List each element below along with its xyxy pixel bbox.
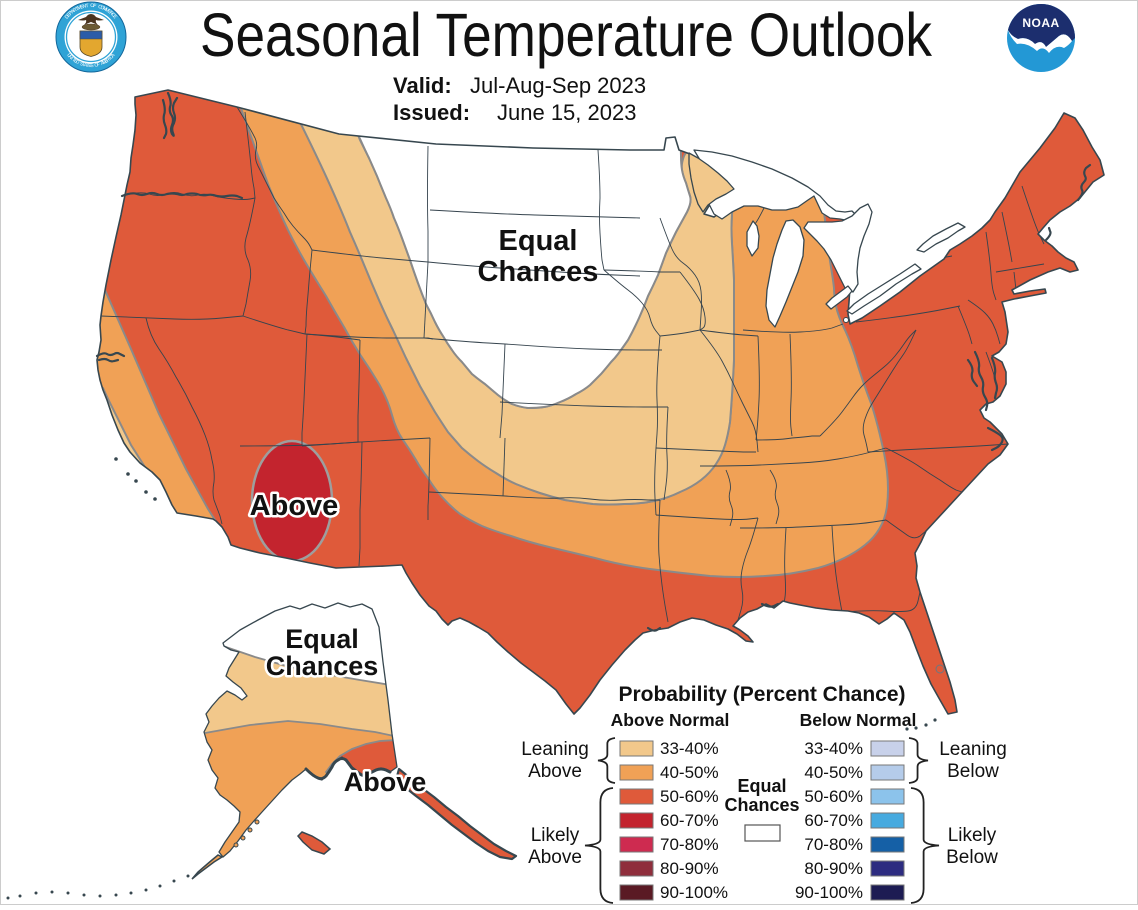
svg-text:33-40%: 33-40% — [804, 739, 863, 758]
svg-text:Chances: Chances — [724, 795, 799, 815]
svg-text:Jul-Aug-Sep 2023: Jul-Aug-Sep 2023 — [470, 73, 646, 98]
svg-text:E: E — [111, 14, 118, 21]
svg-text:Above: Above — [344, 767, 427, 797]
svg-text:F: F — [93, 3, 97, 9]
svg-text:S: S — [90, 63, 94, 69]
svg-text:I: I — [108, 56, 113, 61]
svg-text:60-70%: 60-70% — [804, 811, 863, 830]
svg-text:Chances: Chances — [266, 651, 379, 681]
svg-text:M: M — [101, 6, 107, 13]
svg-text:70-80%: 70-80% — [804, 835, 863, 854]
svg-text:Leaning: Leaning — [939, 739, 1007, 760]
svg-text:Seasonal Temperature Outlook: Seasonal Temperature Outlook — [200, 1, 932, 69]
svg-text:C: C — [108, 54, 115, 61]
svg-text:NOAA: NOAA — [1022, 16, 1059, 30]
svg-text:O: O — [94, 62, 99, 69]
svg-text:T: T — [85, 3, 89, 9]
svg-text:D: D — [74, 59, 80, 66]
svg-text:E: E — [106, 8, 113, 15]
svg-text:C: C — [97, 4, 103, 11]
svg-text:T: T — [71, 57, 77, 64]
svg-text:40-50%: 40-50% — [660, 763, 719, 782]
svg-text:U: U — [65, 52, 72, 59]
svg-text:T: T — [75, 6, 80, 13]
svg-text:O: O — [99, 5, 105, 12]
svg-text:Chances: Chances — [478, 256, 599, 288]
svg-text:50-60%: 50-60% — [660, 787, 719, 806]
svg-text:E: E — [104, 58, 111, 65]
svg-text:80-90%: 80-90% — [660, 859, 719, 878]
svg-text:Equal: Equal — [499, 225, 578, 257]
svg-text:O: O — [90, 3, 94, 9]
svg-text:R: R — [105, 56, 112, 63]
svg-text:N: N — [67, 54, 74, 61]
svg-text:Valid:: Valid: — [393, 73, 452, 98]
svg-text:P: P — [68, 10, 75, 17]
svg-text:90-100%: 90-100% — [795, 883, 863, 902]
svg-text:Above: Above — [250, 490, 339, 522]
svg-text:70-80%: 70-80% — [660, 835, 719, 854]
svg-text:Above: Above — [528, 847, 582, 868]
svg-text:Below: Below — [947, 761, 999, 782]
svg-text:Leaning: Leaning — [521, 739, 589, 760]
svg-text:E: E — [88, 63, 92, 69]
svg-text:Below Normal: Below Normal — [800, 710, 917, 730]
svg-text:E: E — [66, 11, 73, 18]
svg-text:A: A — [70, 8, 77, 15]
svg-text:D: D — [64, 13, 71, 20]
svg-text:Equal: Equal — [737, 776, 786, 796]
svg-text:R: R — [108, 10, 115, 17]
svg-text:E: E — [80, 4, 86, 11]
svg-text:Issued:: Issued: — [393, 100, 470, 125]
svg-text:33-40%: 33-40% — [660, 739, 719, 758]
svg-text:A: A — [83, 62, 88, 69]
svg-text:40-50%: 40-50% — [804, 763, 863, 782]
svg-text:Likely: Likely — [531, 825, 580, 846]
svg-text:June 15, 2023: June 15, 2023 — [497, 100, 636, 125]
svg-text:Probability (Percent Chance): Probability (Percent Chance) — [618, 683, 905, 706]
svg-text:60-70%: 60-70% — [660, 811, 719, 830]
svg-text:S: S — [79, 61, 85, 68]
svg-text:Equal: Equal — [285, 624, 359, 654]
svg-text:A: A — [100, 60, 106, 67]
svg-text:C: C — [110, 12, 117, 19]
svg-text:I: I — [69, 56, 74, 61]
svg-text:R: R — [72, 7, 79, 14]
svg-text:80-90%: 80-90% — [804, 859, 863, 878]
svg-text:T: T — [86, 63, 90, 69]
svg-text:N: N — [82, 3, 87, 10]
svg-text:Below: Below — [946, 847, 998, 868]
svg-text:M: M — [77, 5, 83, 12]
svg-text:T: T — [81, 62, 86, 69]
svg-text:F: F — [96, 62, 101, 69]
svg-text:Above: Above — [528, 761, 582, 782]
svg-text:M: M — [101, 59, 108, 66]
svg-text:A: A — [110, 52, 117, 59]
svg-text:90-100%: 90-100% — [660, 883, 728, 902]
svg-text:Likely: Likely — [948, 825, 997, 846]
svg-text:M: M — [104, 7, 111, 14]
svg-text:E: E — [72, 58, 79, 65]
svg-text:50-60%: 50-60% — [804, 787, 863, 806]
svg-text:Above Normal: Above Normal — [611, 710, 730, 730]
